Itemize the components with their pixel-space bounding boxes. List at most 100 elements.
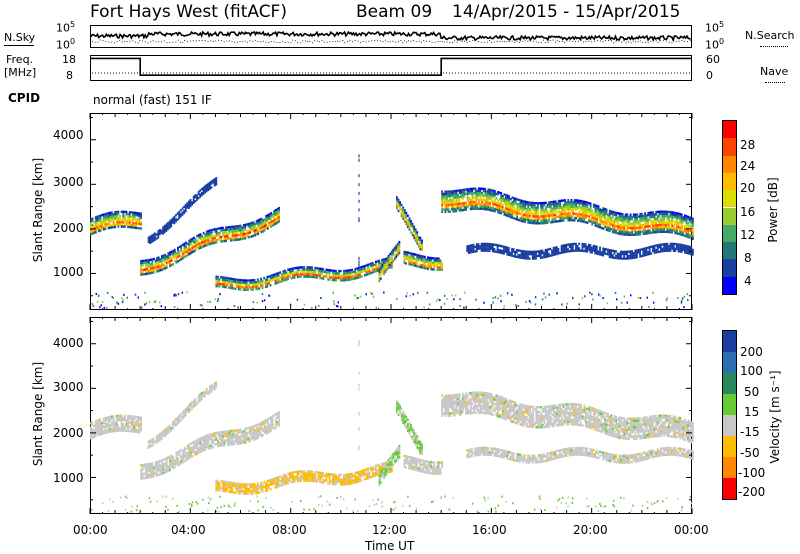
velocity-echo-cell bbox=[266, 418, 269, 421]
power-echo-cell bbox=[579, 249, 582, 252]
velocity-echo-cell bbox=[264, 482, 267, 486]
power-echo-cell bbox=[234, 287, 237, 290]
velocity-echo-cell bbox=[331, 482, 334, 486]
power-echo-cell bbox=[546, 248, 549, 251]
power-echo-cell bbox=[525, 203, 528, 206]
power-echo-cell bbox=[489, 188, 491, 192]
power-echo-cell bbox=[632, 229, 635, 232]
velocity-echo-cell bbox=[124, 418, 126, 422]
velocity-echo-cell bbox=[254, 424, 256, 427]
power-echo-cell bbox=[647, 218, 650, 221]
power-echo-cell bbox=[416, 253, 418, 257]
power-echo-cell bbox=[114, 215, 117, 218]
velocity-echo-cell bbox=[411, 431, 414, 434]
velocity-echo-cell bbox=[368, 471, 371, 475]
power-echo-cell bbox=[207, 234, 210, 237]
power-echo-cell bbox=[189, 247, 192, 250]
velocity-echo-cell bbox=[218, 484, 221, 487]
power-echo-cell bbox=[493, 203, 496, 206]
velocity-echo-cell bbox=[168, 426, 171, 429]
power-echo-cell bbox=[506, 201, 509, 204]
power-echo-cell bbox=[508, 197, 511, 200]
power-echo-cell bbox=[465, 188, 467, 191]
power-echo-cell bbox=[354, 267, 357, 271]
power-echo-cell bbox=[524, 211, 526, 215]
power-echo-cell bbox=[104, 212, 107, 216]
power-echo-cell bbox=[284, 276, 286, 279]
velocity-echo-cell bbox=[209, 387, 211, 390]
velocity-echo-cell bbox=[230, 441, 232, 444]
velocity-echo-cell bbox=[136, 424, 139, 427]
power-echo-cell bbox=[637, 233, 640, 236]
velocity-echo-cell bbox=[261, 490, 264, 493]
velocity-echo-cell bbox=[239, 492, 242, 495]
velocity-echo-cell bbox=[319, 478, 321, 481]
power-echo-cell bbox=[544, 249, 547, 252]
power-echo-cell bbox=[399, 203, 401, 206]
velocity-echo-cell bbox=[241, 485, 243, 488]
velocity-echo-cell bbox=[239, 439, 242, 443]
power-echo-cell bbox=[154, 236, 156, 239]
power-echo-cell bbox=[295, 271, 297, 274]
power-echo-cell bbox=[112, 219, 115, 222]
power-echo-cell bbox=[268, 280, 270, 283]
velocity-echo-cell bbox=[292, 480, 294, 484]
velocity-echo-cell bbox=[375, 471, 377, 475]
velocity-echo-cell bbox=[189, 442, 192, 445]
power-echo-cell bbox=[119, 221, 121, 224]
power-echo-cell bbox=[146, 265, 149, 269]
power-echo-cell bbox=[363, 267, 366, 270]
velocity-echo-cell bbox=[244, 487, 246, 491]
velocity-echo-cell bbox=[140, 470, 142, 474]
power-echo-cell bbox=[239, 229, 242, 232]
velocity-echo-cell bbox=[186, 406, 189, 409]
power-echo-cell bbox=[688, 220, 691, 224]
power-echo-cell bbox=[133, 222, 136, 225]
power-echo-cell bbox=[320, 277, 323, 280]
velocity-echo-cell bbox=[218, 486, 221, 490]
power-echo-cell bbox=[581, 200, 584, 203]
power-echo-cell bbox=[204, 242, 207, 245]
power-echo-cell bbox=[322, 275, 325, 278]
power-echo-cell bbox=[684, 251, 686, 254]
power-echo-cell bbox=[161, 266, 163, 269]
velocity-echo-cell bbox=[328, 477, 331, 481]
power-echo-cell bbox=[122, 225, 125, 228]
power-echo-cell bbox=[656, 224, 659, 227]
velocity-echo-cell bbox=[247, 435, 250, 439]
power-echo-cell bbox=[266, 282, 269, 286]
velocity-echo-cell bbox=[413, 431, 416, 435]
power-echo-cell bbox=[185, 255, 187, 258]
power-echo-cell bbox=[527, 216, 530, 220]
power-echo-cell bbox=[268, 217, 271, 220]
velocity-echo-cell bbox=[115, 427, 118, 430]
velocity-echo-cell bbox=[327, 472, 329, 476]
power-echo-cell bbox=[183, 256, 186, 259]
velocity-echo-cell bbox=[201, 443, 203, 446]
velocity-echo-cell bbox=[241, 435, 243, 438]
velocity-echo-cell bbox=[383, 470, 385, 473]
power-echo-cell bbox=[666, 228, 669, 231]
velocity-echo-cell bbox=[170, 459, 173, 462]
velocity-echo-cell bbox=[414, 441, 417, 444]
power-echo-cell bbox=[565, 248, 568, 251]
velocity-echo-cell bbox=[331, 475, 334, 479]
power-echo-cell bbox=[266, 218, 269, 221]
power-echo-cell bbox=[517, 205, 520, 208]
velocity-echo-cell bbox=[268, 484, 270, 487]
velocity-echo-cell bbox=[193, 451, 195, 455]
velocity-echo-cell bbox=[194, 444, 197, 447]
velocity-echo-cell bbox=[157, 473, 160, 477]
velocity-echo-cell bbox=[277, 480, 280, 483]
power-echo-cell bbox=[161, 264, 163, 267]
power-echo-cell bbox=[514, 213, 517, 216]
power-echo-cell bbox=[226, 279, 229, 282]
power-echo-cell bbox=[278, 218, 280, 221]
power-echo-cell bbox=[186, 206, 189, 209]
velocity-echo-cell bbox=[210, 384, 213, 387]
velocity-echo-cell bbox=[254, 431, 256, 434]
power-echo-cell bbox=[154, 264, 157, 267]
velocity-echo-cell bbox=[386, 472, 388, 475]
power-echo-cell bbox=[236, 285, 238, 288]
power-echo-cell bbox=[188, 241, 191, 245]
